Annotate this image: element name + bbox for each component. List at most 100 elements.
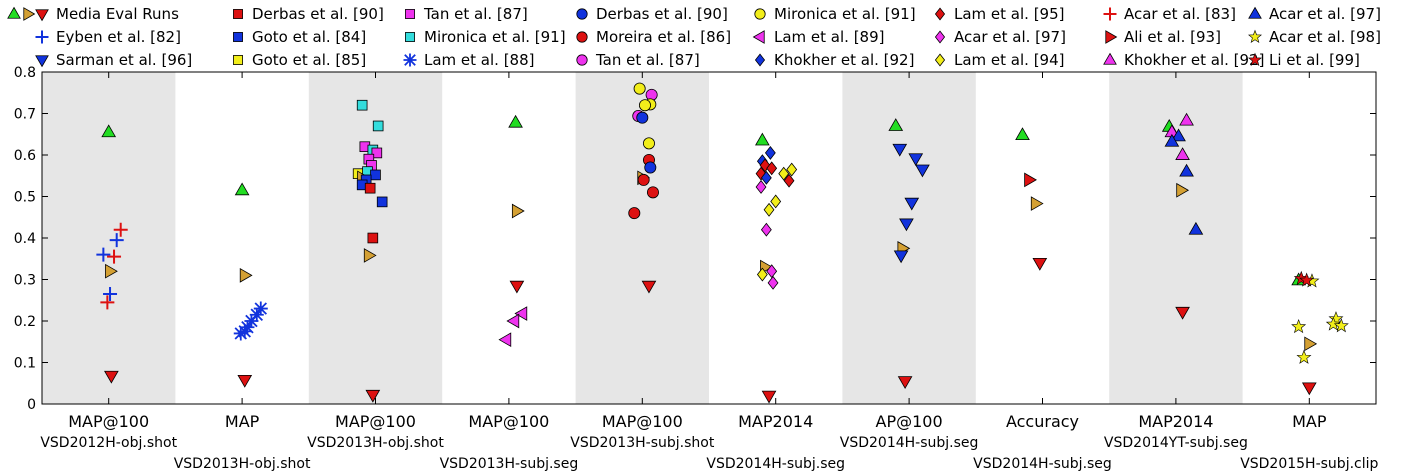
- data-point: [101, 124, 117, 138]
- legend-label: Lam et al. [88]: [424, 51, 535, 69]
- data-point: [888, 118, 904, 131]
- data-point: [237, 374, 253, 388]
- legend-entry: Lam et al. [94]: [934, 51, 1065, 69]
- legend-entry: Lam et al. [89]: [752, 28, 885, 46]
- data-point: [1333, 318, 1349, 333]
- y-tick-label: 0.7: [14, 107, 36, 123]
- data-point: [1304, 336, 1318, 352]
- data-point: [637, 173, 650, 186]
- data-point: [1030, 196, 1044, 211]
- legend-marker: [754, 53, 766, 67]
- legend-marker: [1103, 52, 1117, 65]
- legend-marker: [405, 9, 415, 19]
- x-dataset-label: VSD2013H-obj.shot: [307, 435, 444, 451]
- legend-marker: [576, 8, 588, 20]
- legend-entry: Acar et al. [83]: [1103, 5, 1236, 23]
- data-point: [899, 218, 914, 232]
- data-point: [1164, 133, 1180, 147]
- data-point: [1171, 128, 1186, 142]
- legend-marker: [1105, 30, 1118, 44]
- data-point: [638, 99, 651, 112]
- legend-entry: Goto et al. [85]: [233, 51, 366, 69]
- shaded-band: [842, 72, 976, 404]
- x-metric-label: Accuracy: [1006, 412, 1079, 431]
- data-point: [364, 182, 376, 194]
- data-point: [376, 196, 388, 208]
- data-point: [498, 332, 512, 348]
- data-point: [371, 147, 383, 159]
- data-point: [628, 207, 641, 220]
- legend-marker: [576, 31, 588, 43]
- data-point: [766, 161, 778, 176]
- data-point: [508, 114, 523, 128]
- data-point: [1299, 272, 1315, 287]
- legend-entry: Tan et al. [87]: [405, 5, 528, 23]
- data-point: [1179, 163, 1194, 177]
- legend-marker: [35, 30, 49, 44]
- x-dataset-label: VSD2013H-obj.shot: [174, 456, 311, 472]
- legend-marker: [1248, 29, 1262, 43]
- data-point: [756, 267, 768, 282]
- legend-label: Khokher et al. [92]: [1124, 51, 1264, 69]
- legend-marker: [233, 9, 243, 19]
- data-point: [904, 197, 920, 211]
- legend-entry: Acar et al. [97]: [934, 28, 1066, 46]
- data-point: [372, 120, 384, 132]
- legend-entry: Lam et al. [95]: [934, 5, 1065, 23]
- data-point: [365, 389, 381, 403]
- data-point: [233, 326, 248, 341]
- data-point: [240, 320, 255, 335]
- x-dataset-label: VSD2014H-subj.seg: [840, 435, 979, 451]
- data-point: [1032, 257, 1048, 271]
- data-point: [1175, 306, 1190, 320]
- shaded-band: [575, 72, 709, 404]
- x-dataset-label: VSD2014H-subj.seg: [973, 456, 1112, 472]
- data-point: [244, 314, 259, 328]
- data-point: [755, 132, 770, 146]
- y-tick-label: 0.3: [14, 273, 36, 289]
- data-point: [636, 111, 649, 124]
- data-point: [644, 161, 657, 174]
- legend-label: Acar et al. [98]: [1269, 28, 1381, 46]
- legend-label: Tan et al. [87]: [423, 5, 528, 23]
- legend-label: Lam et al. [95]: [954, 5, 1065, 23]
- data-point: [915, 164, 930, 178]
- data-point: [104, 370, 119, 384]
- data-point: [103, 287, 118, 302]
- data-point: [897, 376, 913, 389]
- legend-entry: Sarman et al. [96]: [35, 51, 192, 69]
- data-point: [641, 280, 657, 294]
- legend-label: Acar et al. [97]: [954, 28, 1066, 46]
- legend-label: Sarman et al. [96]: [56, 51, 192, 69]
- data-point: [511, 203, 525, 219]
- data-point: [239, 268, 253, 283]
- legend-entry: Lam et al. [88]: [403, 51, 535, 69]
- data-point: [1291, 318, 1307, 334]
- x-dataset-label: VSD2014H-subj.seg: [706, 456, 845, 472]
- legend-entry: Acar et al. [97]: [1248, 5, 1381, 23]
- data-point: [1179, 112, 1194, 126]
- x-dataset-label: VSD2015H-subj.clip: [1240, 456, 1378, 472]
- legend-entry: Khokher et al. [92]: [1103, 51, 1264, 69]
- plot-frame: [41, 71, 1377, 405]
- data-point: [1188, 221, 1204, 235]
- data-point: [96, 247, 111, 262]
- legend-marker: [233, 55, 243, 65]
- data-point: [908, 153, 924, 167]
- data-point: [646, 186, 659, 199]
- y-tick-label: 0.4: [14, 231, 36, 247]
- legend-label: Li et al. [99]: [1269, 51, 1360, 69]
- shaded-band: [1109, 72, 1243, 404]
- data-point: [237, 324, 252, 339]
- data-point: [1301, 382, 1317, 396]
- data-point: [1175, 147, 1190, 160]
- legend-label: Acar et al. [83]: [1124, 5, 1236, 23]
- x-metric-label: MAP: [225, 412, 260, 431]
- data-point: [105, 263, 118, 279]
- legend-label: Derbas et al. [90]: [596, 5, 728, 23]
- data-point: [755, 166, 767, 181]
- legend-marker: [576, 54, 588, 66]
- data-point: [1325, 316, 1341, 331]
- shaded-band: [42, 72, 176, 404]
- x-dataset-label: VSD2013H-subj.shot: [570, 435, 715, 451]
